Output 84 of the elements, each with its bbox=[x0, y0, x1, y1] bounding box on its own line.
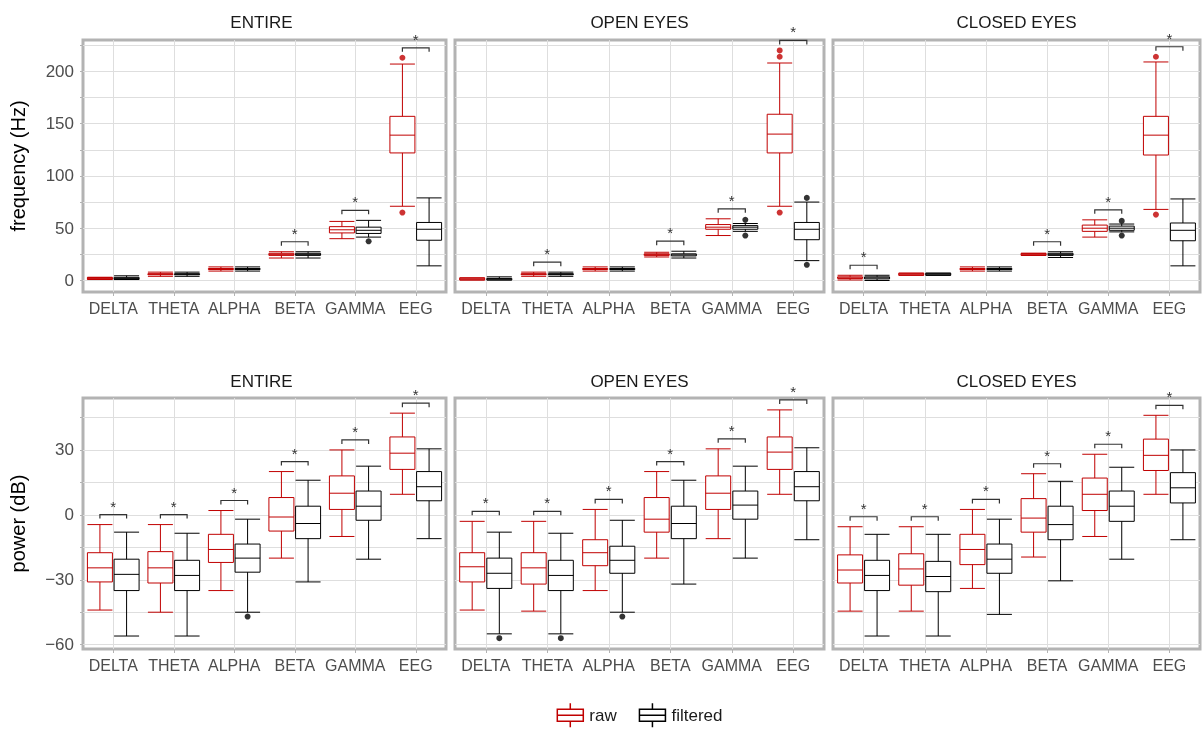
annotation: * bbox=[1044, 446, 1051, 464]
legend-label: filtered bbox=[671, 705, 723, 725]
x-tick-label: BETA bbox=[1026, 656, 1068, 674]
annotation: * bbox=[790, 23, 797, 41]
x-tick-label: THETA bbox=[899, 299, 951, 317]
chart-title: OPEN EYES bbox=[590, 371, 689, 391]
x-tick-label: BETA bbox=[274, 299, 316, 317]
x-tick-label: THETA bbox=[148, 299, 200, 317]
chart-title: ENTIRE bbox=[230, 12, 293, 32]
y-tick-label: 30 bbox=[55, 440, 74, 460]
annotation: * bbox=[790, 382, 797, 400]
y-tick-label: 100 bbox=[45, 166, 74, 186]
y-tick-label: 0 bbox=[64, 505, 74, 525]
chart-title: CLOSED EYES bbox=[956, 12, 1077, 32]
annotation: * bbox=[921, 499, 928, 517]
y-tick-label: −30 bbox=[45, 570, 74, 590]
x-tick-label: ALPHA bbox=[208, 299, 261, 317]
x-tick-label: THETA bbox=[521, 299, 574, 317]
annotation: * bbox=[728, 191, 735, 209]
annotation: * bbox=[1105, 427, 1112, 445]
x-tick-label: BETA bbox=[649, 656, 691, 674]
x-tick-label: ALPHA bbox=[959, 299, 1013, 317]
annotation: * bbox=[231, 483, 238, 501]
annotation: * bbox=[982, 482, 989, 500]
chart-title: CLOSED EYES bbox=[956, 371, 1077, 391]
x-tick-label: DELTA bbox=[838, 656, 889, 674]
x-tick-label: DELTA bbox=[838, 299, 889, 317]
x-tick-label: BETA bbox=[649, 299, 691, 317]
annotation: * bbox=[1105, 192, 1112, 210]
x-tick-label: EEG bbox=[1152, 656, 1187, 674]
y-tick-label: 0 bbox=[64, 271, 74, 290]
annotation: * bbox=[482, 494, 489, 512]
annotation: * bbox=[728, 421, 735, 439]
x-tick-label: BETA bbox=[1026, 299, 1068, 317]
annotation: * bbox=[667, 444, 674, 462]
x-tick-label: GAMMA bbox=[1078, 656, 1139, 674]
y-axis-title: frequency (Hz) bbox=[7, 100, 29, 232]
x-tick-label: BETA bbox=[274, 656, 316, 674]
x-tick-label: DELTA bbox=[461, 299, 511, 317]
annotation: * bbox=[1166, 388, 1173, 406]
annotation: * bbox=[352, 193, 359, 211]
y-axis-title: power (dB) bbox=[7, 474, 29, 573]
x-tick-label: GAMMA bbox=[701, 656, 763, 674]
x-tick-label: DELTA bbox=[88, 299, 139, 317]
annotation: * bbox=[412, 30, 419, 48]
chart-title: ENTIRE bbox=[230, 371, 293, 391]
annotation: * bbox=[352, 422, 359, 440]
legend-label: raw bbox=[589, 705, 618, 725]
y-tick-label: 150 bbox=[45, 114, 74, 134]
annotation: * bbox=[860, 499, 867, 517]
x-tick-label: ALPHA bbox=[208, 656, 261, 674]
x-tick-label: THETA bbox=[148, 656, 200, 674]
x-tick-label: DELTA bbox=[88, 656, 139, 674]
x-tick-label: EEG bbox=[398, 656, 433, 674]
annotation: * bbox=[291, 444, 298, 462]
annotation: * bbox=[412, 386, 419, 404]
annotation: * bbox=[1044, 224, 1051, 242]
x-tick-label: EEG bbox=[398, 299, 433, 317]
annotation: * bbox=[544, 245, 551, 263]
y-tick-label: −60 bbox=[45, 635, 74, 655]
x-tick-label: ALPHA bbox=[959, 656, 1013, 674]
chart-title: OPEN EYES bbox=[590, 12, 689, 32]
x-tick-label: DELTA bbox=[461, 656, 511, 674]
annotation: * bbox=[110, 497, 117, 515]
x-tick-label: ALPHA bbox=[582, 299, 636, 317]
x-tick-label: EEG bbox=[1152, 299, 1187, 317]
annotation: * bbox=[544, 494, 551, 512]
annotation: * bbox=[170, 497, 177, 515]
x-tick-label: EEG bbox=[776, 656, 811, 674]
x-tick-label: THETA bbox=[899, 656, 951, 674]
x-tick-label: EEG bbox=[776, 299, 811, 317]
annotation: * bbox=[1166, 29, 1173, 47]
annotation: * bbox=[605, 482, 612, 500]
x-tick-label: THETA bbox=[521, 656, 574, 674]
x-tick-label: GAMMA bbox=[325, 299, 386, 317]
y-tick-label: 50 bbox=[55, 218, 74, 238]
annotation: * bbox=[291, 224, 298, 242]
x-tick-label: ALPHA bbox=[582, 656, 636, 674]
annotation: * bbox=[667, 224, 674, 242]
x-tick-label: GAMMA bbox=[325, 656, 386, 674]
y-tick-label: 200 bbox=[45, 61, 74, 81]
x-tick-label: GAMMA bbox=[1078, 299, 1139, 317]
x-tick-label: GAMMA bbox=[701, 299, 763, 317]
annotation: * bbox=[860, 248, 867, 266]
